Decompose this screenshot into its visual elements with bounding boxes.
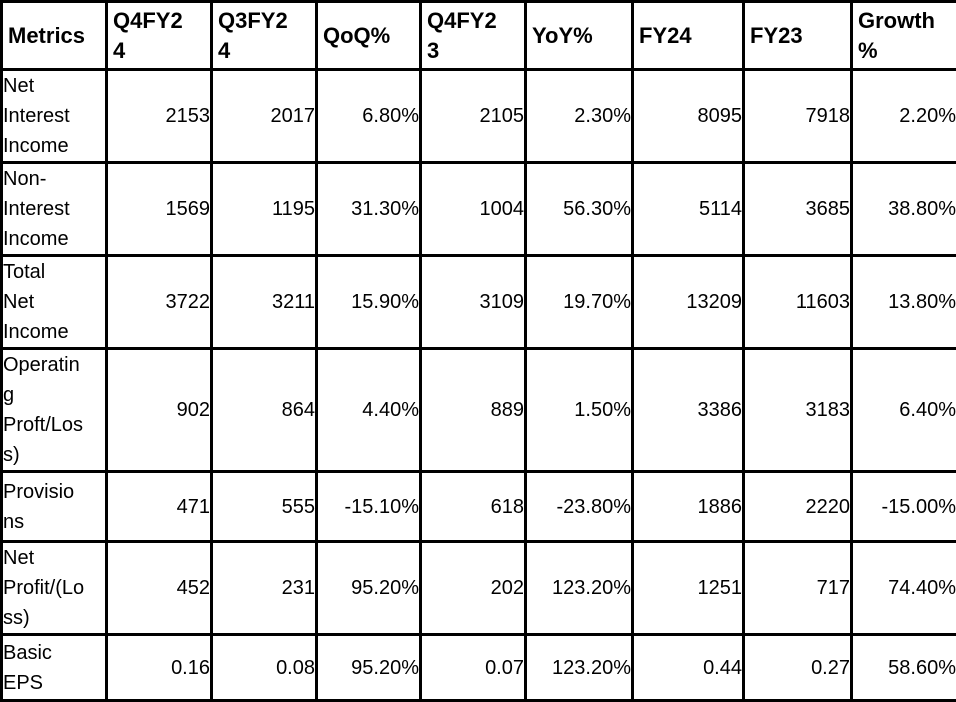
col-header-q3fy24: Q3FY2 4 [212, 2, 317, 70]
table-row: Operatin g Proft/Los s) 902 864 4.40% 88… [2, 349, 956, 472]
table-cell: 0.16 [107, 635, 212, 701]
table-cell: 95.20% [317, 635, 421, 701]
col-header-yoy-pct: YoY% [526, 2, 633, 70]
row-label-total-net-income: Total Net Income [2, 256, 107, 349]
table-row: Basic EPS 0.16 0.08 95.20% 0.07 123.20% … [2, 635, 956, 701]
table-cell: 2017 [212, 70, 317, 163]
table-cell: 95.20% [317, 542, 421, 635]
table-cell: 31.30% [317, 163, 421, 256]
table-cell: 15.90% [317, 256, 421, 349]
table-cell: 2220 [744, 472, 852, 542]
table-cell: 3109 [421, 256, 526, 349]
table-row: Net Profit/(Lo ss) 452 231 95.20% 202 12… [2, 542, 956, 635]
table-cell: 471 [107, 472, 212, 542]
table-cell: 3685 [744, 163, 852, 256]
row-label-net-profit-loss: Net Profit/(Lo ss) [2, 542, 107, 635]
table-cell: 1251 [633, 542, 744, 635]
table-cell: 4.40% [317, 349, 421, 472]
table-row: Provisio ns 471 555 -15.10% 618 -23.80% … [2, 472, 956, 542]
table-cell: 123.20% [526, 635, 633, 701]
table-row: Net Interest Income 2153 2017 6.80% 2105… [2, 70, 956, 163]
col-header-q4fy24: Q4FY2 4 [107, 2, 212, 70]
table-cell: 231 [212, 542, 317, 635]
table-cell: 19.70% [526, 256, 633, 349]
table-cell: 2.30% [526, 70, 633, 163]
table-cell: 1886 [633, 472, 744, 542]
table-cell: 2105 [421, 70, 526, 163]
table-cell: 3722 [107, 256, 212, 349]
table-cell: 1.50% [526, 349, 633, 472]
table-cell: 889 [421, 349, 526, 472]
row-label-provisions: Provisio ns [2, 472, 107, 542]
table-cell: 3211 [212, 256, 317, 349]
table-cell: 717 [744, 542, 852, 635]
header-row: Metrics Q4FY2 4 Q3FY2 4 QoQ% Q4FY2 3 YoY… [2, 2, 956, 70]
col-header-fy24: FY24 [633, 2, 744, 70]
col-header-metrics: Metrics [2, 2, 107, 70]
col-header-growth-pct: Growth % [852, 2, 956, 70]
table-cell: 2.20% [852, 70, 956, 163]
table-cell: 1004 [421, 163, 526, 256]
table-cell: 902 [107, 349, 212, 472]
table-cell: 5114 [633, 163, 744, 256]
table-cell: 452 [107, 542, 212, 635]
table-cell: 8095 [633, 70, 744, 163]
table-cell: 11603 [744, 256, 852, 349]
table-cell: 123.20% [526, 542, 633, 635]
table-cell: 0.27 [744, 635, 852, 701]
table-cell: 555 [212, 472, 317, 542]
table-cell: 864 [212, 349, 317, 472]
table-cell: 2153 [107, 70, 212, 163]
col-header-q4fy23: Q4FY2 3 [421, 2, 526, 70]
table-cell: 13.80% [852, 256, 956, 349]
table-cell: -23.80% [526, 472, 633, 542]
table-cell: 7918 [744, 70, 852, 163]
table-cell: 618 [421, 472, 526, 542]
table-cell: 3183 [744, 349, 852, 472]
row-label-basic-eps: Basic EPS [2, 635, 107, 701]
col-header-qoq-pct: QoQ% [317, 2, 421, 70]
table-cell: 6.80% [317, 70, 421, 163]
table-cell: 1569 [107, 163, 212, 256]
table-cell: 0.07 [421, 635, 526, 701]
table-cell: -15.10% [317, 472, 421, 542]
table-cell: 1195 [212, 163, 317, 256]
table-row: Non- Interest Income 1569 1195 31.30% 10… [2, 163, 956, 256]
table-cell: 38.80% [852, 163, 956, 256]
table-cell: 74.40% [852, 542, 956, 635]
table-cell: 58.60% [852, 635, 956, 701]
row-label-non-interest-income: Non- Interest Income [2, 163, 107, 256]
table-cell: 202 [421, 542, 526, 635]
col-header-fy23: FY23 [744, 2, 852, 70]
table-row: Total Net Income 3722 3211 15.90% 3109 1… [2, 256, 956, 349]
row-label-net-interest-income: Net Interest Income [2, 70, 107, 163]
row-label-operating-profit-loss: Operatin g Proft/Los s) [2, 349, 107, 472]
table-cell: 56.30% [526, 163, 633, 256]
table-cell: 3386 [633, 349, 744, 472]
table-cell: 6.40% [852, 349, 956, 472]
table-cell: 13209 [633, 256, 744, 349]
table-cell: 0.08 [212, 635, 317, 701]
table-cell: -15.00% [852, 472, 956, 542]
table-cell: 0.44 [633, 635, 744, 701]
